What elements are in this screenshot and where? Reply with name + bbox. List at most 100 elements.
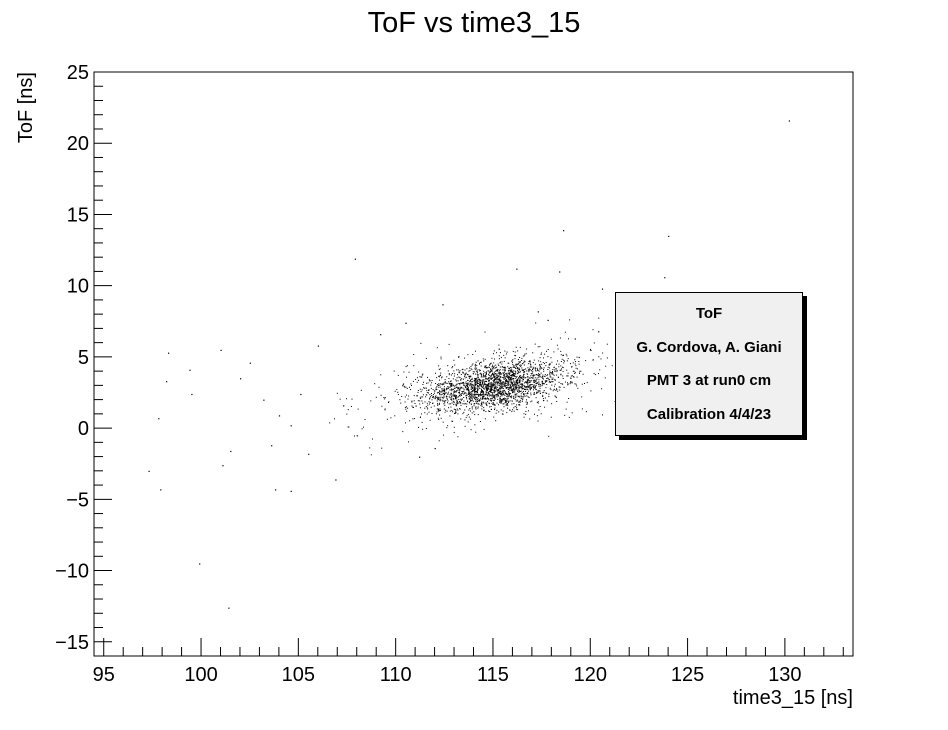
- data-point: [474, 388, 476, 390]
- data-point: [518, 404, 520, 405]
- y-tick-label: 15: [67, 204, 89, 226]
- data-point: [458, 391, 460, 393]
- data-point: [414, 403, 416, 404]
- data-point: [538, 373, 540, 375]
- data-point: [521, 383, 523, 385]
- data-point: [462, 371, 464, 373]
- data-point: [563, 359, 565, 361]
- data-point: [506, 381, 508, 383]
- data-point: [508, 370, 509, 372]
- data-point: [447, 393, 449, 395]
- data-point: [493, 385, 495, 387]
- data-point: [497, 389, 499, 391]
- data-point: [473, 411, 475, 413]
- data-point: [450, 382, 452, 384]
- data-point: [526, 387, 528, 389]
- data-point: [532, 372, 534, 374]
- data-point: [511, 403, 513, 405]
- data-point: [552, 381, 554, 383]
- data-point: [343, 405, 345, 407]
- data-point: [491, 386, 493, 388]
- data-point: [521, 385, 523, 387]
- data-point: [477, 376, 479, 378]
- data-point: [474, 398, 476, 400]
- data-point: [527, 376, 529, 378]
- data-point: [507, 388, 509, 390]
- data-point: [525, 391, 527, 392]
- data-point: [490, 369, 492, 371]
- data-point: [550, 363, 551, 365]
- data-point: [533, 386, 535, 388]
- data-point: [439, 384, 441, 386]
- data-point: [439, 397, 441, 399]
- data-point: [441, 391, 443, 393]
- data-point: [479, 378, 480, 380]
- data-point: [485, 398, 487, 400]
- data-point: [499, 393, 501, 395]
- data-point: [530, 366, 532, 368]
- data-point: [483, 375, 485, 377]
- data-point: [534, 377, 536, 379]
- data-point: [459, 389, 461, 391]
- data-point: [472, 373, 474, 375]
- data-point: [447, 370, 449, 372]
- data-point: [493, 362, 495, 364]
- data-point: [517, 409, 519, 411]
- data-point: [492, 389, 494, 391]
- data-point: [482, 387, 484, 389]
- data-point: [531, 400, 533, 402]
- data-point: [527, 403, 528, 405]
- data-point: [520, 386, 522, 388]
- data-point: [538, 374, 540, 376]
- data-point: [502, 372, 504, 374]
- data-point: [455, 383, 457, 385]
- data-point: [495, 376, 497, 378]
- data-point: [499, 373, 500, 375]
- data-point: [540, 385, 542, 387]
- data-point: [497, 378, 499, 380]
- data-point: [476, 385, 478, 387]
- data-point: [580, 370, 582, 372]
- data-point: [519, 362, 521, 363]
- data-point: [585, 360, 587, 362]
- data-point: [430, 387, 432, 389]
- data-point: [408, 371, 410, 373]
- data-point: [537, 368, 539, 370]
- data-point: [496, 383, 498, 385]
- data-point: [539, 406, 541, 407]
- data-point: [511, 395, 513, 397]
- data-point: [479, 399, 481, 401]
- data-point: [437, 404, 439, 406]
- data-point: [455, 391, 457, 393]
- data-point: [450, 392, 452, 394]
- data-point: [513, 384, 515, 385]
- data-point: [442, 393, 444, 394]
- data-point: [556, 388, 557, 390]
- data-point: [469, 396, 471, 398]
- data-point: [561, 368, 562, 370]
- data-point: [501, 387, 503, 389]
- data-point: [421, 413, 422, 415]
- data-point: [461, 369, 463, 371]
- data-point: [409, 420, 411, 422]
- data-point: [443, 396, 445, 398]
- data-point: [470, 384, 472, 385]
- data-point: [532, 370, 534, 372]
- data-point: [554, 379, 556, 381]
- data-point: [456, 383, 458, 385]
- data-point: [485, 366, 487, 368]
- data-point: [399, 399, 401, 401]
- data-point: [511, 375, 513, 377]
- data-point: [579, 370, 581, 372]
- data-point: [514, 387, 516, 389]
- data-point: [469, 367, 470, 369]
- data-point: [489, 371, 491, 373]
- data-point: [452, 420, 454, 422]
- data-point: [475, 384, 477, 385]
- data-point: [513, 387, 514, 389]
- data-point: [472, 396, 474, 398]
- data-point: [490, 383, 492, 385]
- data-point: [550, 416, 552, 418]
- data-point: [455, 411, 456, 413]
- data-point: [416, 395, 418, 397]
